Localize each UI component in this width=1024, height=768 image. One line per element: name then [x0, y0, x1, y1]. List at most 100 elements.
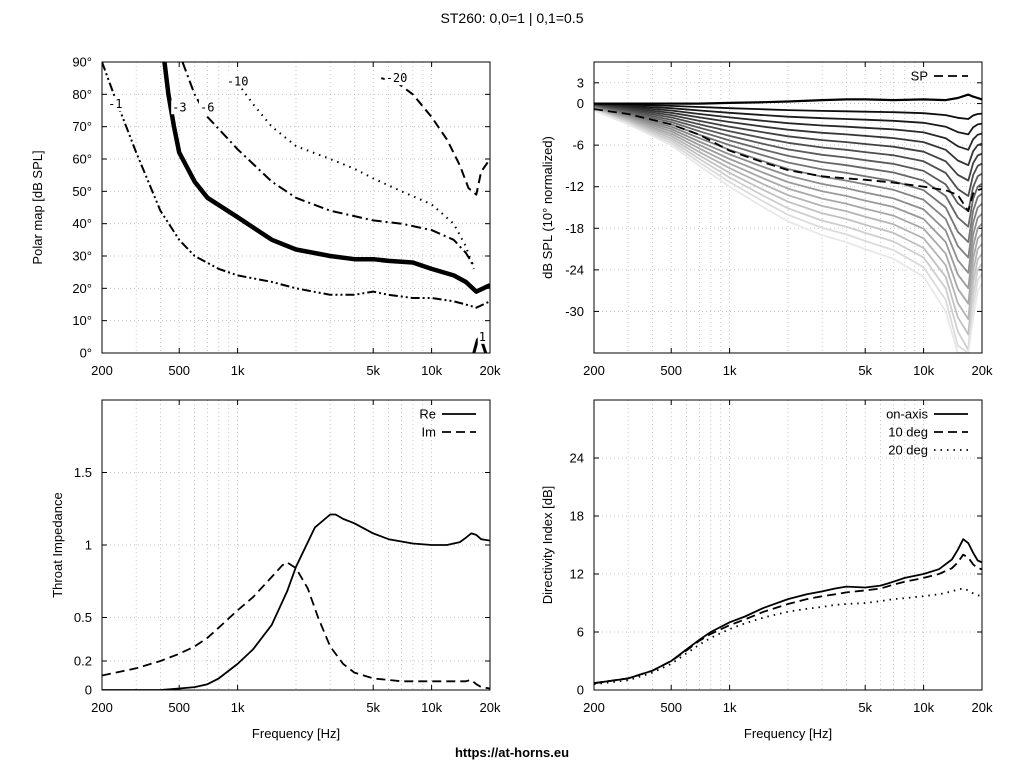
y-tick-label: -24 [565, 262, 584, 277]
y-tick-label: 10° [72, 313, 92, 328]
y-tick-label: 60° [72, 152, 92, 167]
contour-label: -3 [172, 100, 186, 114]
contour-line [233, 77, 475, 270]
y-tick-label: 0.5 [74, 610, 92, 625]
x-axis-label: Frequency [Hz] [744, 726, 832, 741]
x-tick-label: 20k [480, 700, 501, 715]
x-tick-label: 500 [660, 363, 682, 378]
series-line [102, 561, 490, 690]
angle-curve [594, 103, 982, 136]
chart-directivity: 200 500 1k 5k 10k 20k 0 6 12 18 24 Directivity Inde… [540, 399, 993, 741]
y-axis-label: Throat Impedance [50, 492, 65, 598]
x-tick-label: 1k [231, 700, 245, 715]
y-tick-label: -6 [572, 138, 584, 153]
x-tick-label: 200 [91, 700, 113, 715]
plot-area-normalized [594, 93, 982, 353]
grid-polar [102, 62, 490, 353]
x-tick-label: 20k [972, 363, 993, 378]
angle-curve [594, 107, 982, 290]
chart-polar: 200 500 1k 5k 10k 20k 0° 10° 20° 30° 40° 50° 60° 70° 8… [30, 55, 501, 379]
x-tick-label: 200 [91, 363, 113, 378]
x-tick-label: 5k [366, 363, 380, 378]
y-tick-label: 30° [72, 249, 92, 264]
contour-label: -10 [227, 74, 249, 88]
angle-curve [594, 106, 982, 274]
angle-curve [594, 108, 982, 320]
contour-label: 1 [479, 330, 486, 344]
y-tick-label: 18 [570, 509, 584, 524]
angle-curve [594, 104, 982, 182]
angle-curve [594, 109, 982, 353]
angle-curve [594, 108, 982, 336]
y-tick-label: 40° [72, 216, 92, 231]
contour-label: -20 [386, 71, 408, 85]
angle-curve [594, 106, 982, 259]
x-tick-label: 500 [168, 700, 190, 715]
grid-directivity [594, 400, 982, 690]
y-axis-label: Directivity Index [dB] [540, 486, 555, 605]
x-tick-label: 10k [913, 700, 934, 715]
y-tick-label: 0 [577, 96, 584, 111]
y-tick-label: 70° [72, 119, 92, 134]
plot-area-directivity [594, 538, 982, 686]
angle-curve [594, 104, 982, 167]
plot-frame [101, 399, 491, 691]
x-tick-label: 5k [366, 700, 380, 715]
series-line [594, 538, 982, 685]
contour-line [181, 62, 475, 267]
y-tick-label: 80° [72, 87, 92, 102]
angle-curve [594, 107, 982, 305]
legend-label: 10 deg [888, 425, 928, 440]
y-tick-label: 24 [570, 451, 584, 466]
chart-impedance: 200 500 1k 5k 10k 20k 0 0.2 0.5 1 1.5 Throat Impeda… [50, 399, 501, 741]
x-tick-label: 20k [480, 363, 501, 378]
y-tick-label: 0° [80, 346, 92, 361]
legend-directivity: on-axis 10 deg 20 deg [886, 407, 968, 458]
angle-curve [594, 105, 982, 197]
series-line [594, 93, 982, 105]
x-tick-label: 10k [421, 700, 442, 715]
legend-label: SP [911, 69, 928, 84]
x-tick-label: 20k [972, 700, 993, 715]
y-tick-label: 1.5 [74, 465, 92, 480]
x-tick-label: 1k [723, 700, 737, 715]
legend-label: 20 deg [888, 443, 928, 458]
legend-label: Im [422, 425, 436, 440]
angle-curve [594, 105, 982, 228]
x-tick-label: 1k [231, 363, 245, 378]
legend-label: on-axis [886, 407, 928, 422]
y-tick-label: -30 [565, 304, 584, 319]
x-tick-label: 200 [583, 700, 605, 715]
y-tick-label: 6 [577, 625, 584, 640]
contour-line [102, 62, 490, 309]
y-tick-label: 12 [570, 567, 584, 582]
plot-frame [593, 61, 983, 354]
y-tick-label: 0 [85, 683, 92, 698]
y-tick-label: 1 [85, 538, 92, 553]
y-tick-label: 90° [72, 55, 92, 70]
x-tick-label: 10k [913, 363, 934, 378]
y-tick-label: 20° [72, 281, 92, 296]
chart-normalized: 200 500 1k 5k 10k 20k 3 0 -6 -12 -18 -24 -30 dB SPL (… [540, 61, 993, 378]
y-axis-label: dB SPL (10° normalized) [540, 136, 555, 279]
x-tick-label: 1k [723, 363, 737, 378]
series-line [102, 513, 490, 690]
x-tick-label: 10k [421, 363, 442, 378]
x-tick-label: 500 [660, 700, 682, 715]
y-tick-label: 0.2 [74, 654, 92, 669]
series-line [594, 108, 982, 212]
plot-frame [593, 399, 983, 691]
footer-url[interactable]: https://at-horns.eu [455, 745, 569, 760]
plot-area-impedance [102, 513, 490, 690]
angle-curve [594, 103, 982, 120]
y-axis-label: Polar map [dB SPL] [30, 150, 45, 264]
legend-label: Re [419, 407, 436, 422]
contour-line [162, 62, 490, 294]
plot-frame [101, 61, 491, 354]
angle-curve [594, 103, 982, 151]
y-tick-label: 0 [577, 683, 584, 698]
legend-impedance: Re Im [419, 407, 476, 440]
y-tick-label: 3 [577, 75, 584, 90]
x-axis-label: Frequency [Hz] [252, 726, 340, 741]
